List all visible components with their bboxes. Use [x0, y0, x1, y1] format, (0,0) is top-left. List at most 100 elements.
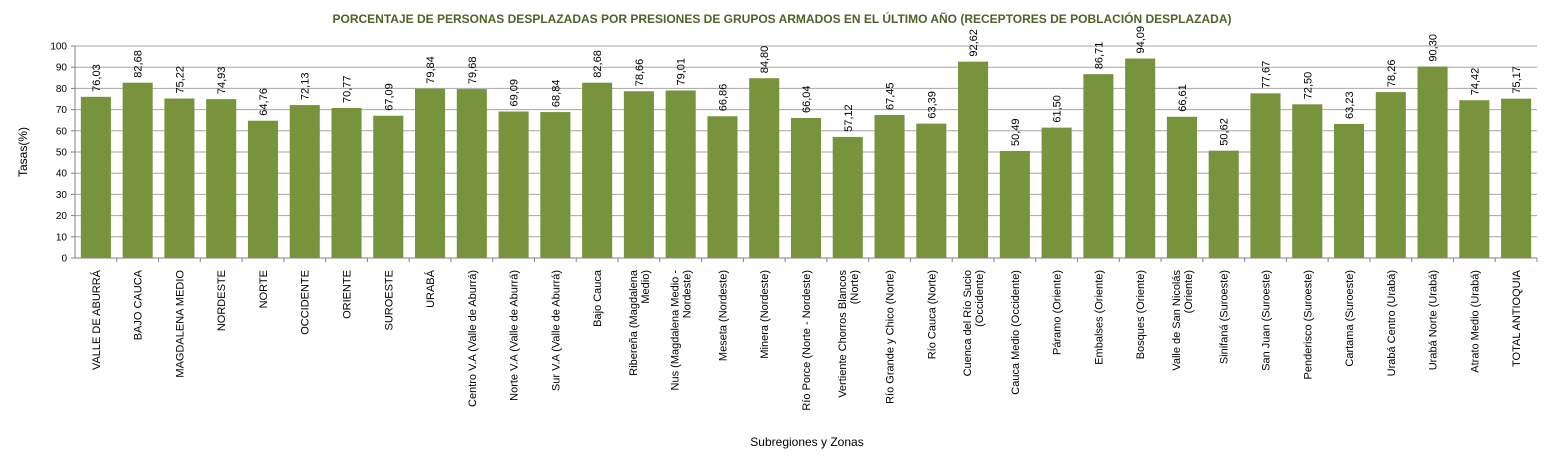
category-label: TOTAL ANTIOQUIA — [1511, 269, 1523, 367]
category-label: Penderisco (Suroeste) — [1302, 270, 1314, 379]
category-label-line: Páramo (Oriente) — [1052, 270, 1064, 355]
bar — [916, 123, 947, 259]
data-label: 63,39 — [926, 91, 938, 119]
bar — [1208, 150, 1239, 258]
category-label-line: Río Cauca (Norte) — [926, 270, 938, 359]
bar — [247, 120, 279, 258]
category-label-line: Río Porce (Norte - Nordeste) — [801, 270, 813, 411]
category-label-line: Cauca Medio (Occidente) — [1010, 270, 1022, 395]
category-label: URABÁ — [424, 269, 437, 308]
category-label: Ribereña (MagdalenaMedio) — [628, 269, 652, 376]
category-label: Río Cauca (Norte) — [926, 270, 938, 359]
category-label: Atrato Medio (Urabá) — [1469, 270, 1481, 373]
category-label: Minera (Nordeste) — [759, 270, 771, 359]
bar — [331, 107, 362, 259]
category-label: Cauca Medio (Occidente) — [1010, 270, 1022, 395]
category-label-line: Bosques (Oriente) — [1135, 270, 1147, 359]
bar — [665, 90, 696, 258]
data-label: 74,93 — [216, 67, 228, 95]
category-label-line: NORDESTE — [216, 270, 228, 331]
category-label: OCCIDENTE — [300, 270, 312, 335]
category-label: Cartama (Suroeste) — [1344, 270, 1356, 367]
category-label: VALLE DE ABURRÁ — [90, 269, 103, 370]
category-label-line: Centro V.A (Valle de Aburrá) — [467, 270, 479, 407]
chart-title: PORCENTAJE DE PERSONAS DESPLAZADAS POR P… — [333, 11, 1232, 26]
bar — [122, 82, 153, 258]
y-tick-label: 20 — [56, 211, 68, 222]
bar — [1501, 98, 1532, 258]
data-label: 69,09 — [509, 79, 521, 107]
bar — [958, 61, 989, 258]
bar — [1083, 74, 1114, 258]
y-tick-label: 80 — [56, 84, 68, 95]
bar — [1333, 123, 1365, 259]
category-label: Norte V.A (Valle de Aburrá) — [509, 270, 521, 401]
category-label-line: MAGDALENA MEDIO — [174, 270, 186, 378]
y-tick-label: 50 — [56, 148, 68, 159]
bar — [80, 96, 111, 258]
category-label: Embalses (Oriente) — [1093, 270, 1105, 365]
bars — [80, 58, 1532, 259]
bar — [1375, 92, 1406, 258]
category-label-line: Vertiente Chorros Blancos — [837, 270, 849, 398]
data-label: 82,68 — [592, 50, 604, 78]
category-label: Nus (Magdalena Medio -Nordeste) — [670, 270, 694, 391]
bar — [999, 150, 1030, 258]
data-label: 74,42 — [1469, 68, 1481, 96]
bar — [1459, 100, 1490, 258]
data-label: 94,09 — [1135, 26, 1147, 54]
bar — [749, 78, 780, 258]
y-tick-label: 40 — [56, 169, 68, 180]
category-label: Urabá Centro (Urabá) — [1386, 270, 1398, 376]
category-label-line: OCCIDENTE — [300, 270, 312, 335]
bar — [1417, 66, 1448, 259]
data-label: 72,50 — [1302, 72, 1314, 100]
y-tick-label: 60 — [56, 126, 68, 137]
y-tick-label: 10 — [56, 232, 68, 243]
bar — [164, 98, 195, 258]
category-label: ORIENTE — [342, 270, 354, 319]
data-label: 50,62 — [1219, 118, 1231, 146]
category-label-line: San Juan (Suroeste) — [1260, 270, 1272, 371]
bar — [832, 136, 863, 258]
data-label: 67,09 — [383, 83, 395, 111]
data-label: 72,13 — [300, 73, 312, 101]
category-label-line: Bajo Cauca — [592, 269, 604, 327]
data-label: 77,67 — [1260, 61, 1272, 89]
y-axis-ticks: 0 10 20 30 40 50 60 70 80 90 100 — [50, 42, 1537, 265]
category-label-line: Norte V.A (Valle de Aburrá) — [509, 270, 521, 401]
category-label-line: Sinifaná (Suroeste) — [1219, 270, 1231, 364]
y-tick-label: 70 — [56, 105, 68, 116]
y-tick-label: 0 — [61, 254, 67, 265]
bar — [623, 91, 654, 258]
category-label: Páramo (Oriente) — [1052, 270, 1064, 355]
category-label-line: Valle de San Nicolás — [1171, 270, 1183, 371]
bar — [1166, 116, 1197, 258]
category-label-line: Minera (Nordeste) — [759, 270, 771, 359]
data-labels: 76,03 82,68 75,22 74,93 64,76 72,13 70,77 67,09… — [91, 26, 1523, 146]
category-label-line: (Occidente) — [974, 270, 986, 327]
category-label: Bosques (Oriente) — [1135, 270, 1147, 359]
category-label-line: Nordeste) — [682, 270, 694, 318]
bar — [1250, 93, 1281, 258]
category-label: San Juan (Suroeste) — [1260, 270, 1272, 371]
bar — [540, 112, 571, 258]
category-label: Sur V.A (Valle de Aburrá) — [550, 270, 562, 391]
data-label: 57,12 — [843, 104, 855, 132]
data-label: 78,26 — [1386, 60, 1398, 88]
data-label: 63,23 — [1344, 91, 1356, 119]
category-label-line: Penderisco (Suroeste) — [1302, 270, 1314, 379]
category-label-line: Atrato Medio (Urabá) — [1469, 270, 1481, 373]
data-label: 82,68 — [133, 50, 145, 78]
bar — [289, 105, 320, 258]
data-label: 61,50 — [1052, 95, 1064, 123]
data-label: 68,84 — [550, 80, 562, 108]
bar — [1125, 58, 1156, 258]
category-label-line: Río Grande y Chico (Norte) — [885, 270, 897, 404]
data-label: 67,45 — [885, 82, 897, 110]
data-label: 66,04 — [801, 85, 813, 113]
bar — [1292, 104, 1323, 258]
category-label: Vertiente Chorros Blancos(Norte) — [837, 270, 861, 398]
category-label-line: Meseta (Nordeste) — [717, 270, 729, 361]
